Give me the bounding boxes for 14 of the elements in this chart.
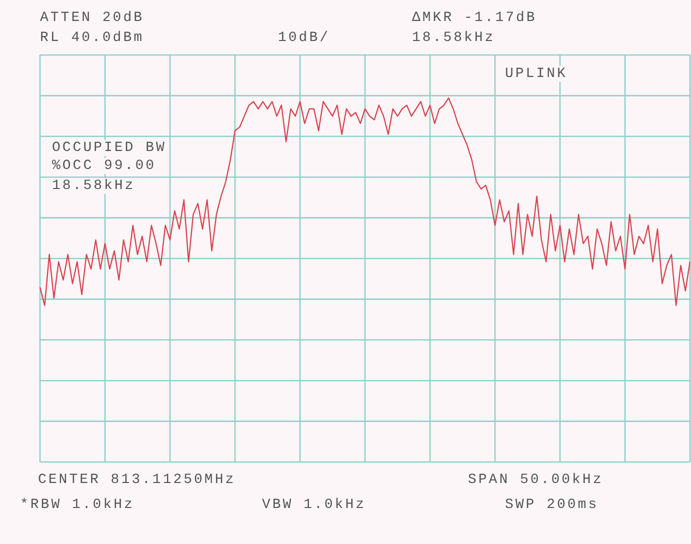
annotation: OCCUPIED BW xyxy=(52,140,166,156)
text: UPLINK xyxy=(505,66,568,82)
text: VBW 1.0kHz xyxy=(262,497,366,513)
text: SPAN 50.00kHz xyxy=(468,472,604,488)
annotation: %OCC 99.00 xyxy=(52,158,156,174)
text: ATTEN 20dB xyxy=(40,10,144,26)
text: ΔMKR -1.17dB xyxy=(412,10,537,26)
text: CENTER 813.11250MHz xyxy=(38,472,236,488)
text: RL 40.0dBm xyxy=(40,30,144,46)
annotation: 18.58kHz xyxy=(52,178,136,194)
text: SWP 200ms xyxy=(505,497,599,513)
text: *RBW 1.0kHz xyxy=(20,497,134,513)
text: 18.58kHz xyxy=(412,30,496,46)
text: 10dB/ xyxy=(278,30,330,46)
